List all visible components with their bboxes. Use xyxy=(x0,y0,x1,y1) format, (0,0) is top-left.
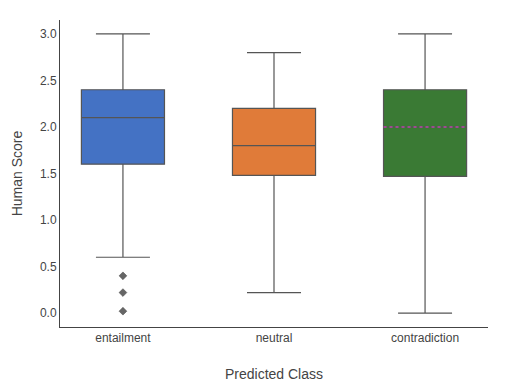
svg-text:entailment: entailment xyxy=(95,331,151,345)
svg-text:contradiction: contradiction xyxy=(391,331,459,345)
svg-text:2.5: 2.5 xyxy=(40,74,57,88)
svg-text:0.5: 0.5 xyxy=(40,260,57,274)
svg-text:neutral: neutral xyxy=(256,331,293,345)
svg-text:1.0: 1.0 xyxy=(40,213,57,227)
svg-text:0.0: 0.0 xyxy=(40,306,57,320)
svg-text:3.0: 3.0 xyxy=(40,27,57,41)
svg-text:2.0: 2.0 xyxy=(40,120,57,134)
svg-text:Human Score: Human Score xyxy=(9,130,25,216)
svg-text:1.5: 1.5 xyxy=(40,167,57,181)
svg-text:Predicted Class: Predicted Class xyxy=(225,366,323,382)
